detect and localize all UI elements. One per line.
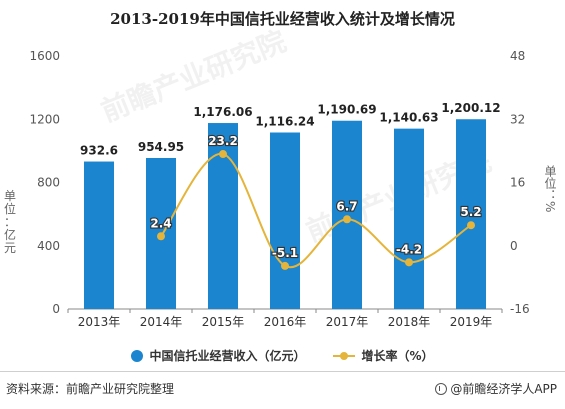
growth-point xyxy=(405,258,413,267)
y-right-tick-label: 0 xyxy=(510,239,518,253)
x-tick-label: 2013年 xyxy=(78,315,121,329)
source-text: 资料来源：前瞻产业研究院整理 xyxy=(6,382,175,396)
y-left-tick-label: 400 xyxy=(37,239,60,253)
growth-point xyxy=(281,261,289,270)
growth-value-label: 5.2 xyxy=(460,205,481,219)
bar xyxy=(270,132,300,309)
growth-value-label: 2.4 xyxy=(150,216,171,230)
growth-value-label: 23.2 xyxy=(208,134,238,148)
y-left-tick-label: 0 xyxy=(52,302,60,316)
y-left-tick-label: 800 xyxy=(37,176,60,190)
bar-value-label: 1,140.63 xyxy=(379,111,438,125)
bar xyxy=(84,161,114,309)
growth-point xyxy=(467,221,475,230)
legend-label-revenue: 中国信托业经营收入（亿元） xyxy=(149,349,306,363)
bar-value-label: 1,176.06 xyxy=(193,105,252,119)
bar-value-label: 954.95 xyxy=(138,140,184,154)
legend-bar-swatch xyxy=(131,349,144,362)
bar-value-label: 1,190.69 xyxy=(317,103,376,117)
y-right-tick-label: 48 xyxy=(510,49,525,63)
y-right-tick-label: 16 xyxy=(510,176,525,190)
growth-value-label: -4.2 xyxy=(396,242,422,256)
bar xyxy=(394,128,424,309)
brand-icon xyxy=(435,382,448,395)
y-left-tick-label: 1200 xyxy=(29,112,60,126)
y-axis-left-label: 单位：亿元 xyxy=(4,189,17,255)
y-right-tick-label: 32 xyxy=(510,112,525,126)
legend-item-growth: 增长率（%） xyxy=(333,347,434,364)
brand-credit: @前瞻经济学人APP xyxy=(435,380,557,397)
brand-text: @前瞻经济学人APP xyxy=(450,382,557,396)
growth-point xyxy=(343,215,351,224)
legend: 中国信托业经营收入（亿元） 增长率（%） xyxy=(0,347,565,364)
legend-item-revenue: 中国信托业经营收入（亿元） xyxy=(131,347,305,364)
bar-value-label: 932.6 xyxy=(80,144,118,158)
growth-point xyxy=(219,150,227,159)
growth-value-label: -5.1 xyxy=(272,246,298,260)
bar xyxy=(332,120,362,310)
bar-value-label: 1,200.12 xyxy=(441,101,500,115)
x-tick-label: 2019年 xyxy=(450,315,493,329)
y-right-tick-label: -16 xyxy=(510,302,530,316)
x-tick-label: 2017年 xyxy=(326,315,369,329)
growth-point xyxy=(157,232,165,241)
x-tick-label: 2014年 xyxy=(140,315,183,329)
legend-label-growth: 增长率（%） xyxy=(361,349,434,363)
x-tick-label: 2018年 xyxy=(388,315,431,329)
y-left-tick-label: 1600 xyxy=(29,49,60,63)
x-tick-label: 2015年 xyxy=(202,315,245,329)
x-tick-label: 2016年 xyxy=(264,315,307,329)
chart-title: 2013-2019年中国信托业经营收入统计及增长情况 xyxy=(110,10,455,28)
bar xyxy=(456,119,486,310)
legend-line-swatch xyxy=(333,350,356,362)
growth-line xyxy=(160,153,472,269)
bar-value-label: 1,116.24 xyxy=(255,114,314,128)
growth-value-label: 6.7 xyxy=(336,199,357,213)
y-axis-right-label: 单位：% xyxy=(543,165,557,213)
footer-divider xyxy=(0,371,565,372)
